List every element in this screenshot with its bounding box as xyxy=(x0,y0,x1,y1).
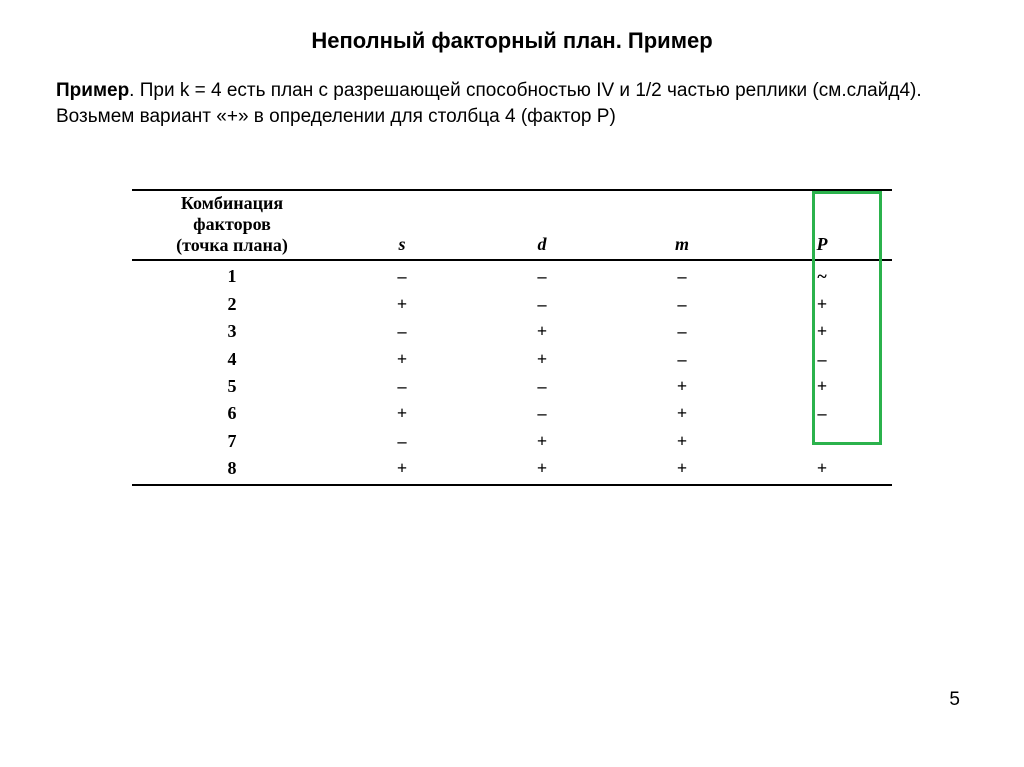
table-row: 6 + – + – xyxy=(132,400,892,427)
table-body: 1 – – – ~ 2 + – – + 3 – + – xyxy=(132,260,892,482)
col-header-p: P xyxy=(752,190,892,260)
cell-d: + xyxy=(472,428,612,455)
cell-m: + xyxy=(612,373,752,400)
cell-s: – xyxy=(332,260,472,290)
cell-s: – xyxy=(332,428,472,455)
cell-p: + xyxy=(752,373,892,400)
col-header-combo-l1: Комбинация xyxy=(136,193,328,214)
cell-n: 3 xyxy=(132,318,332,345)
table-bottom-rule xyxy=(132,484,892,486)
cell-p: – xyxy=(752,346,892,373)
cell-s: + xyxy=(332,346,472,373)
table-row: 4 + + – – xyxy=(132,346,892,373)
paragraph-rest: . При k = 4 есть план с разрешающей спос… xyxy=(56,80,922,127)
cell-s: + xyxy=(332,291,472,318)
cell-m: + xyxy=(612,455,752,482)
table-row: 2 + – – + xyxy=(132,291,892,318)
cell-d: – xyxy=(472,260,612,290)
cell-s: + xyxy=(332,455,472,482)
table-row: 5 – – + + xyxy=(132,373,892,400)
cell-n: 2 xyxy=(132,291,332,318)
page-title: Неполный факторный план. Пример xyxy=(0,0,1024,54)
col-header-m: m xyxy=(612,190,752,260)
cell-d: + xyxy=(472,318,612,345)
cell-d: – xyxy=(472,291,612,318)
slide: Неполный факторный план. Пример Пример. … xyxy=(0,0,1024,767)
table-header-row: Комбинация факторов (точка плана) s d m … xyxy=(132,190,892,260)
cell-d: + xyxy=(472,455,612,482)
page-number: 5 xyxy=(949,689,960,711)
cell-p: + xyxy=(752,318,892,345)
col-header-combo-l3: (точка плана) xyxy=(136,235,328,256)
col-header-s: s xyxy=(332,190,472,260)
cell-p: + xyxy=(752,291,892,318)
cell-s: – xyxy=(332,318,472,345)
table-row: 8 + + + + xyxy=(132,455,892,482)
cell-n: 7 xyxy=(132,428,332,455)
col-header-d: d xyxy=(472,190,612,260)
table-row: 7 – + + – xyxy=(132,428,892,455)
cell-n: 5 xyxy=(132,373,332,400)
cell-p: + xyxy=(752,455,892,482)
cell-d: – xyxy=(472,400,612,427)
cell-n: 6 xyxy=(132,400,332,427)
table-row: 3 – + – + xyxy=(132,318,892,345)
table-row: 1 – – – ~ xyxy=(132,260,892,290)
cell-n: 8 xyxy=(132,455,332,482)
cell-p: – xyxy=(752,400,892,427)
design-table: Комбинация факторов (точка плана) s d m … xyxy=(132,189,892,482)
cell-m: – xyxy=(612,291,752,318)
cell-p: – xyxy=(752,428,892,455)
paragraph-lead: Пример xyxy=(56,80,129,101)
cell-m: – xyxy=(612,260,752,290)
cell-s: – xyxy=(332,373,472,400)
col-header-combo: Комбинация факторов (точка плана) xyxy=(132,190,332,260)
cell-d: – xyxy=(472,373,612,400)
cell-m: – xyxy=(612,318,752,345)
cell-m: + xyxy=(612,428,752,455)
example-paragraph: Пример. При k = 4 есть план с разрешающе… xyxy=(0,54,1024,129)
design-table-wrap: Комбинация факторов (точка плана) s d m … xyxy=(132,189,892,486)
cell-n: 1 xyxy=(132,260,332,290)
cell-d: + xyxy=(472,346,612,373)
cell-n: 4 xyxy=(132,346,332,373)
cell-p: ~ xyxy=(752,260,892,290)
col-header-combo-l2: факторов xyxy=(136,214,328,235)
cell-m: + xyxy=(612,400,752,427)
cell-s: + xyxy=(332,400,472,427)
cell-m: – xyxy=(612,346,752,373)
